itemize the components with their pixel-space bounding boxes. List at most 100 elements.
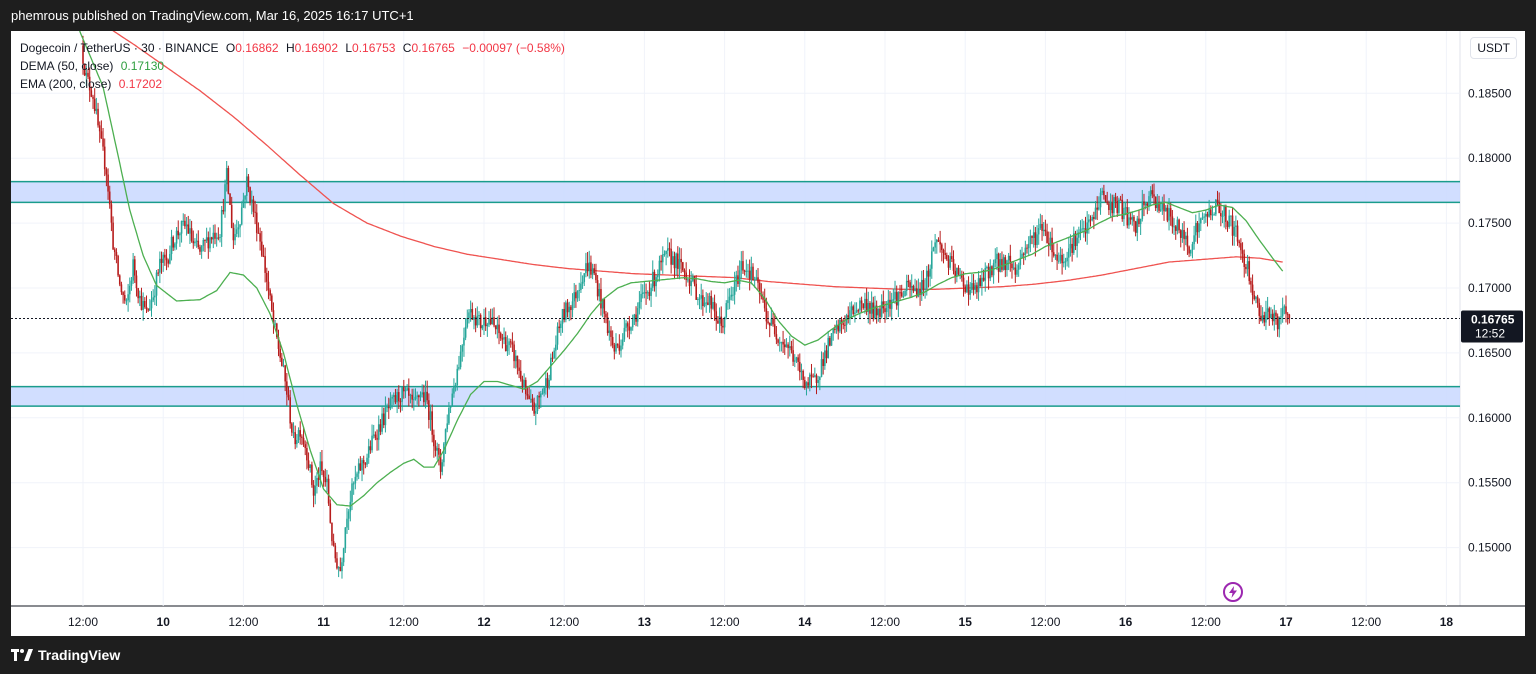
candle-body xyxy=(439,454,442,472)
candle-body xyxy=(1083,228,1085,230)
candle-body xyxy=(568,306,571,313)
candle-body xyxy=(1178,219,1180,231)
candle-body xyxy=(910,285,913,288)
candle-body xyxy=(344,527,347,549)
candle-body xyxy=(914,288,916,292)
candle-body xyxy=(152,297,154,301)
candle-body xyxy=(443,443,445,463)
candle-body xyxy=(930,251,933,269)
candle-body xyxy=(892,299,895,301)
candle-body xyxy=(847,315,850,318)
tradingview-logo[interactable]: TradingView xyxy=(11,647,120,663)
candle-body xyxy=(588,262,591,272)
candle-body xyxy=(331,522,333,542)
candle-body xyxy=(1266,308,1269,312)
candle-body xyxy=(85,72,88,76)
x-tick-label: 12:00 xyxy=(549,615,579,629)
candle-body xyxy=(904,290,906,297)
candle-body xyxy=(590,262,592,275)
candle-body xyxy=(1188,246,1190,254)
candle-body xyxy=(690,280,692,287)
candle-body xyxy=(461,345,464,352)
candle-body xyxy=(491,317,494,325)
candle-body xyxy=(170,236,173,255)
candle-body xyxy=(1019,257,1022,266)
candle-body xyxy=(292,432,295,434)
candle-body xyxy=(240,207,243,225)
candle-body xyxy=(1158,203,1160,211)
candle-body xyxy=(362,460,365,464)
candle-body xyxy=(351,483,353,502)
symbol-label[interactable]: Dogecoin / TetherUS · 30 · BINANCE xyxy=(20,41,219,55)
candle-body xyxy=(633,314,636,320)
candle-body xyxy=(389,398,392,409)
candle-body xyxy=(768,323,771,326)
currency-button[interactable]: USDT xyxy=(1470,37,1517,59)
candle-body xyxy=(361,460,363,471)
candle-body xyxy=(506,345,509,352)
candle-body xyxy=(346,518,348,528)
candle-body xyxy=(149,308,151,311)
tradingview-logo-icon xyxy=(11,649,33,661)
legend-ema-row[interactable]: EMA (200, close) 0.17202 xyxy=(20,75,565,93)
candle-body xyxy=(1104,195,1107,202)
candle-body xyxy=(459,351,462,368)
candle-body xyxy=(732,294,734,296)
candle-body xyxy=(217,237,220,239)
candle-body xyxy=(1049,237,1052,247)
candle-body xyxy=(224,184,226,212)
candle-body xyxy=(479,314,482,329)
candle-body xyxy=(200,245,203,252)
last-price-badge xyxy=(1461,310,1523,343)
candle-body xyxy=(227,168,230,194)
candle-body xyxy=(150,300,153,309)
candle-body xyxy=(912,285,915,292)
candle-body xyxy=(1268,308,1271,318)
x-tick-label: 12:00 xyxy=(1191,615,1221,629)
candle-body xyxy=(533,402,535,414)
candle-body xyxy=(1198,223,1200,233)
candle-body xyxy=(105,169,108,175)
candle-body xyxy=(242,199,245,208)
candle-body xyxy=(1108,203,1110,211)
candle-countdown-label: 12:52 xyxy=(1475,327,1505,341)
chart-frame[interactable]: 0.16765 12:52 0.18500 0.18000 0.17500 0.1700… xyxy=(11,31,1525,636)
y-tick-label: 0.18500 xyxy=(1468,86,1512,100)
candle-body xyxy=(1118,199,1120,213)
candle-body xyxy=(825,350,828,359)
candle-body xyxy=(127,294,129,301)
candle-body xyxy=(381,413,383,432)
candle-body xyxy=(1169,208,1172,217)
y-tick-label: 0.16500 xyxy=(1468,346,1512,360)
flash-button[interactable] xyxy=(1223,582,1243,602)
candle-body xyxy=(327,478,330,504)
candle-body xyxy=(1208,209,1210,217)
candle-body xyxy=(207,237,210,249)
candle-body xyxy=(1236,225,1239,242)
candle-body xyxy=(421,392,423,395)
candle-body xyxy=(698,298,701,300)
last-price-label: 0.16765 xyxy=(1471,313,1515,327)
candle-body xyxy=(702,295,704,307)
candle-body xyxy=(715,311,718,321)
candle-body xyxy=(994,259,997,264)
candle-body xyxy=(951,256,953,260)
legend-dema-row[interactable]: DEMA (50, close) 0.17130 xyxy=(20,57,565,75)
candle-body xyxy=(989,266,992,279)
candle-body xyxy=(1233,226,1236,236)
candle-body xyxy=(1280,316,1282,318)
candle-body xyxy=(1116,201,1119,213)
candle-body xyxy=(204,239,206,241)
candle-body xyxy=(844,324,846,326)
candle-body xyxy=(949,256,951,268)
candle-body xyxy=(815,375,818,383)
candle-body xyxy=(464,326,467,338)
candle-body xyxy=(620,345,622,351)
candle-body xyxy=(508,341,510,346)
candle-body xyxy=(125,300,128,302)
candle-body xyxy=(1094,207,1097,220)
candle-body xyxy=(595,273,597,281)
candle-body xyxy=(1154,196,1157,209)
candle-body xyxy=(875,305,878,316)
